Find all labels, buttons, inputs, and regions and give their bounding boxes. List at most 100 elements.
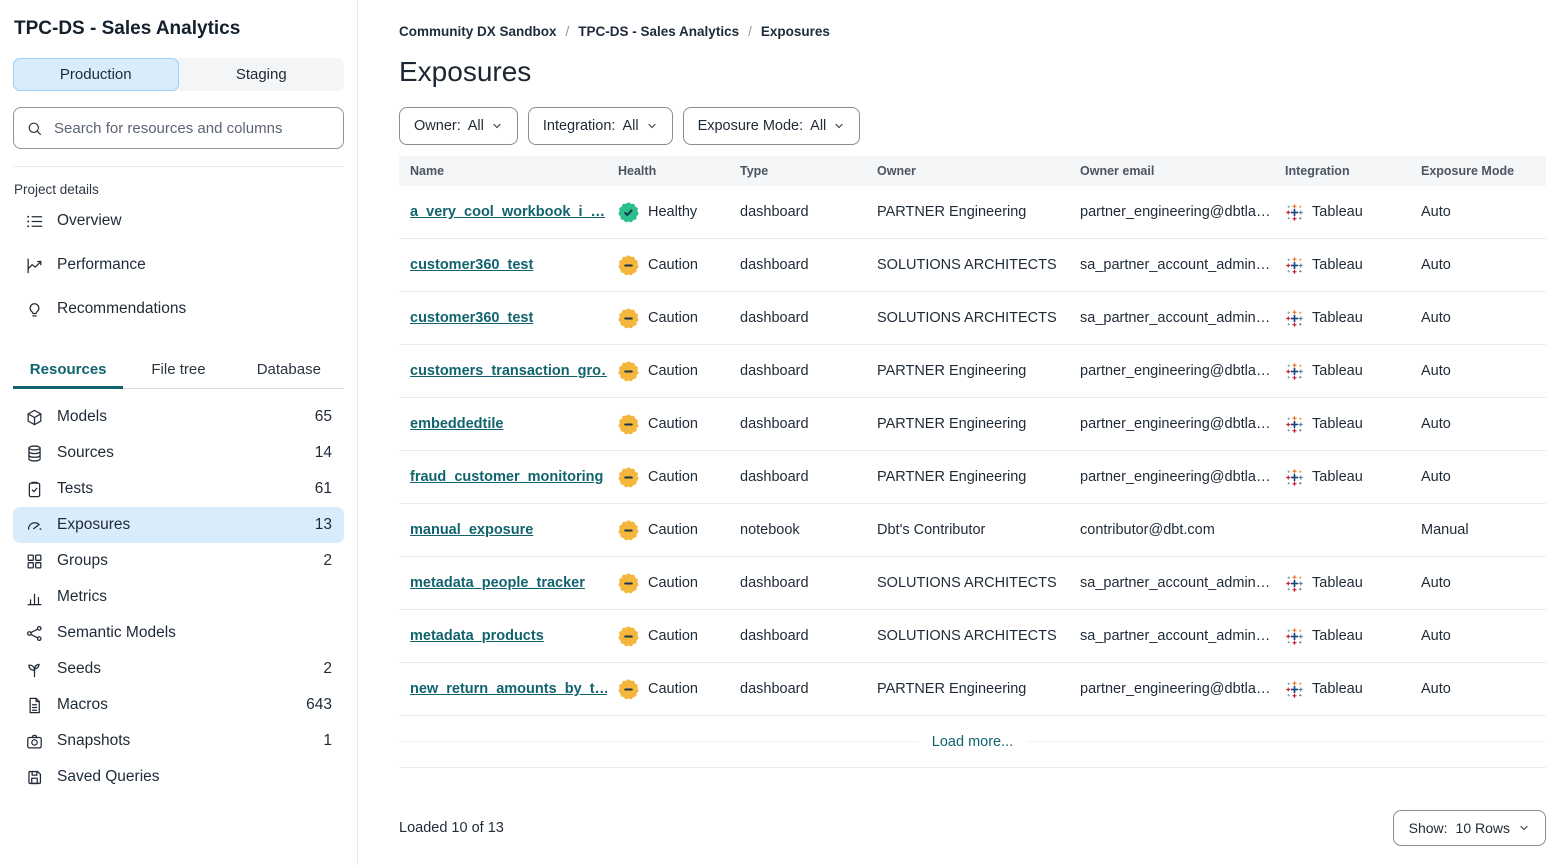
- breadcrumb: Community DX Sandbox / TPC-DS - Sales Anal…: [399, 24, 1546, 39]
- exposure-mode-cell: Auto: [1410, 662, 1546, 716]
- resource-label: Metrics: [57, 588, 107, 605]
- main-content: Community DX Sandbox / TPC-DS - Sales Anal…: [358, 0, 1559, 865]
- sidebar-item-macros[interactable]: Macros 643: [13, 687, 344, 723]
- table-row: new_return_amounts_by_t… Caution dashboard…: [399, 662, 1546, 716]
- integration-label: Tableau: [1312, 310, 1363, 326]
- exposure-mode-cell: Auto: [1410, 291, 1546, 345]
- exposure-name-link[interactable]: customer360_test: [410, 310, 534, 326]
- sidebar-item-sources[interactable]: Sources 14: [13, 435, 344, 471]
- table-footer: Loaded 10 of 13 Show: 10 Rows: [399, 810, 1546, 846]
- search-input[interactable]: [52, 118, 331, 138]
- integration-cell: [1274, 503, 1410, 557]
- breadcrumb-separator: /: [565, 24, 570, 39]
- table-row: a_very_cool_workbook_i_… Healthy dashboard…: [399, 186, 1546, 239]
- sidebar-item-seeds[interactable]: Seeds 2: [13, 651, 344, 687]
- search-box[interactable]: [13, 107, 344, 149]
- column-header-name: Name: [399, 156, 607, 186]
- type-cell: dashboard: [729, 450, 866, 504]
- exposure-mode-cell: Auto: [1410, 344, 1546, 398]
- exposure-name-link[interactable]: fraud_customer_monitoring: [410, 469, 604, 485]
- sidebar-item-models[interactable]: Models 65: [13, 399, 344, 435]
- exposure-mode-cell: Auto: [1410, 609, 1546, 663]
- filter-value: All: [467, 118, 484, 134]
- sidebar-item-snapshots[interactable]: Snapshots 1: [13, 723, 344, 759]
- filter-label: Integration:: [542, 118, 616, 134]
- rows-per-page-button[interactable]: Show: 10 Rows: [1392, 810, 1546, 846]
- owner-email-cell: partner_engineering@dbtla…: [1069, 186, 1274, 239]
- tableau-icon: [1285, 627, 1304, 646]
- clipboard-check-icon: [25, 480, 44, 499]
- cube-icon: [25, 408, 44, 427]
- filter-owner[interactable]: Owner: All: [399, 107, 518, 145]
- filter-label: Exposure Mode:: [697, 118, 804, 134]
- owner-email-cell: sa_partner_account_admin…: [1069, 238, 1274, 292]
- type-cell: dashboard: [729, 238, 866, 292]
- column-header-health: Health: [607, 156, 729, 186]
- exposure-name-link[interactable]: new_return_amounts_by_t…: [410, 681, 607, 697]
- exposure-name-link[interactable]: metadata_products: [410, 628, 544, 644]
- exposure-name-link[interactable]: a_very_cool_workbook_i_…: [410, 204, 606, 220]
- owner-cell: SOLUTIONS ARCHITECTS: [866, 238, 1069, 292]
- owner-cell: PARTNER Engineering: [866, 397, 1069, 451]
- tableau-icon: [1285, 415, 1304, 434]
- grid-icon: [25, 552, 44, 571]
- env-toggle-staging[interactable]: Staging: [235, 66, 287, 83]
- resource-label: Groups: [57, 552, 108, 569]
- sidebar-item-tests[interactable]: Tests 61: [13, 471, 344, 507]
- resource-count: 2: [323, 660, 332, 677]
- sidebar-item-overview[interactable]: Overview: [0, 199, 357, 243]
- filter-integration[interactable]: Integration: All: [527, 107, 673, 145]
- sidebar-item-exposures[interactable]: Exposures 13: [13, 507, 344, 543]
- environment-toggle: Production Staging: [13, 58, 344, 91]
- breadcrumb-item-tpc-ds-sales-analytics[interactable]: TPC-DS - Sales Analytics: [578, 24, 740, 39]
- owner-email-cell: partner_engineering@dbtla…: [1069, 397, 1274, 451]
- column-header-owner-email: Owner email: [1069, 156, 1274, 186]
- caution-badge-icon: [618, 360, 639, 382]
- filter-bar: Owner: All Integration: All Exposure Mode: Al…: [399, 107, 1546, 145]
- integration-cell: Tableau: [1274, 238, 1410, 292]
- sidebar-item-saved-queries[interactable]: Saved Queries: [13, 759, 344, 795]
- sidebar-item-metrics[interactable]: Metrics: [13, 579, 344, 615]
- table-row: metadata_people_tracker Caution dashboard S…: [399, 556, 1546, 610]
- sidebar-item-semantic-models[interactable]: Semantic Models: [13, 615, 344, 651]
- owner-cell: PARTNER Engineering: [866, 186, 1069, 239]
- sidebar-item-recommendations[interactable]: Recommendations: [0, 287, 357, 331]
- resource-count: 65: [314, 408, 332, 425]
- sidebar-item-groups[interactable]: Groups 2: [13, 543, 344, 579]
- sidebar-tabs: Resources File tree Database: [13, 353, 344, 389]
- search-icon: [26, 120, 43, 137]
- tab-file-tree[interactable]: File tree: [151, 361, 206, 378]
- resource-count: 643: [306, 696, 332, 713]
- resource-count: 13: [314, 516, 332, 533]
- sidebar: TPC-DS - Sales Analytics Production Stagi…: [0, 0, 358, 865]
- breadcrumb-item-community-dx-sandbox[interactable]: Community DX Sandbox: [399, 24, 557, 39]
- owner-cell: PARTNER Engineering: [866, 662, 1069, 716]
- type-cell: dashboard: [729, 609, 866, 663]
- resource-label: Exposures: [57, 516, 131, 533]
- integration-label: Tableau: [1312, 575, 1363, 591]
- exposure-name-link[interactable]: embeddedtile: [410, 416, 504, 432]
- table-row: customer360_test Caution dashboard SOLUTION…: [399, 291, 1546, 345]
- exposure-name-link[interactable]: customer360_test: [410, 257, 534, 273]
- sidebar-item-performance[interactable]: Performance: [0, 243, 357, 287]
- tab-database[interactable]: Database: [256, 361, 321, 378]
- exposure-name-link[interactable]: manual_exposure: [410, 522, 534, 538]
- resource-list: Models 65 Sources 14 Tests 61 Exposures 13 Group…: [13, 399, 344, 795]
- tableau-icon: [1285, 309, 1304, 328]
- exposure-name-link[interactable]: customers_transaction_gro…: [410, 363, 607, 379]
- column-header-owner: Owner: [866, 156, 1069, 186]
- gauge-icon: [25, 516, 44, 535]
- exposure-name-link[interactable]: metadata_people_tracker: [410, 575, 585, 591]
- table-row: metadata_products Caution dashboard SOLUTIO…: [399, 609, 1546, 663]
- env-toggle-production[interactable]: Production: [13, 58, 179, 91]
- breadcrumb-item-exposures[interactable]: Exposures: [760, 24, 830, 39]
- load-more-link[interactable]: Load more...: [931, 733, 1014, 750]
- integration-cell: Tableau: [1274, 397, 1410, 451]
- tab-resources[interactable]: Resources: [13, 353, 124, 389]
- filter-exposure-mode[interactable]: Exposure Mode: All: [682, 107, 861, 145]
- resource-label: Semantic Models: [57, 624, 176, 641]
- table-row: customer360_test Caution dashboard SOLUTION…: [399, 238, 1546, 292]
- resource-label: Macros: [57, 696, 108, 713]
- exposures-table: Name Health Type Owner Owner email Integratio…: [399, 156, 1546, 716]
- table-row: manual_exposure Caution notebook Dbt's Cont…: [399, 503, 1546, 557]
